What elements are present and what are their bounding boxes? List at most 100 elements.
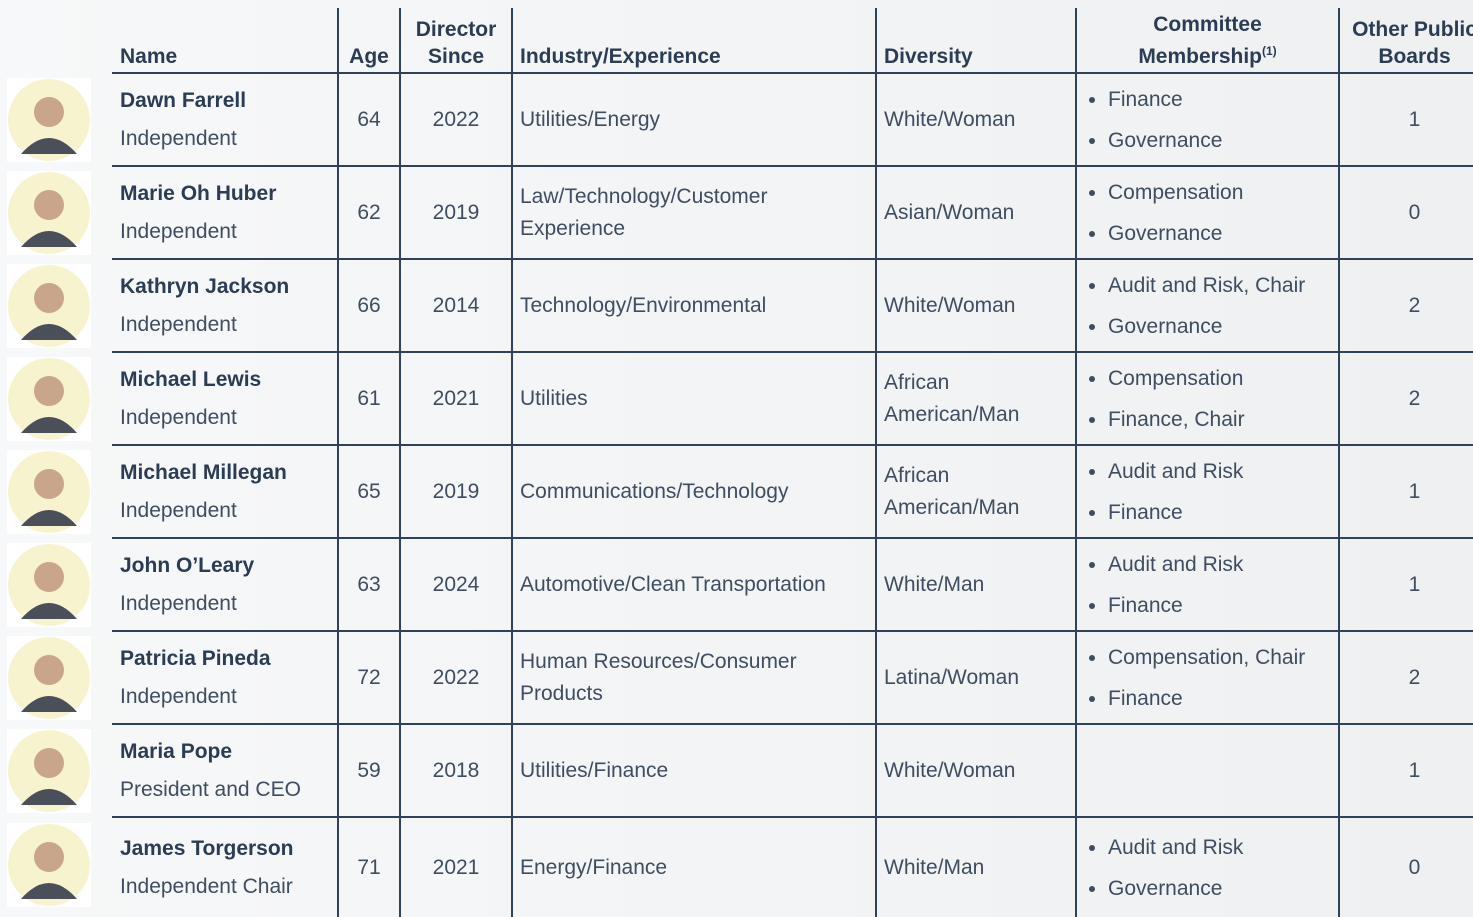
table-cell: Marie Oh Huber Independent xyxy=(112,167,338,258)
committee: Governance xyxy=(1108,306,1331,347)
director-since: 2021 xyxy=(432,386,480,410)
other-boards: 0 xyxy=(1408,855,1421,879)
diversity: African American/Man xyxy=(884,463,1020,519)
age: 64 xyxy=(357,107,381,131)
diversity: White/Woman xyxy=(884,758,1016,782)
header-text: Age xyxy=(349,45,389,68)
table-cell: 2019 xyxy=(400,167,512,258)
table-cell: 72 xyxy=(338,632,400,723)
table-cell: FinanceGovernance xyxy=(1076,74,1339,165)
committee: Compensation xyxy=(1108,358,1331,399)
other-boards: 2 xyxy=(1408,665,1421,689)
director-name: Dawn Farrell xyxy=(120,88,247,112)
table-cell: CompensationGovernance xyxy=(1076,167,1339,258)
committee-list: Audit and RiskFinance xyxy=(1084,451,1331,533)
table-cell: 65 xyxy=(338,446,400,537)
column-rule xyxy=(1075,8,1077,917)
other-boards: 2 xyxy=(1408,293,1421,317)
committee-list: CompensationGovernance xyxy=(1084,172,1331,254)
table-cell: 2019 xyxy=(400,446,512,537)
committee: Audit and Risk xyxy=(1108,827,1331,868)
committee: Finance, Chair xyxy=(1108,399,1331,440)
committee: Finance xyxy=(1108,492,1331,533)
committee: Compensation xyxy=(1108,172,1331,213)
director-role: Independent xyxy=(120,684,237,708)
table-cell: Human Resources/Consumer Products xyxy=(512,632,876,723)
portrait xyxy=(7,77,91,162)
director-name: Marie Oh Huber xyxy=(120,181,277,205)
table-cell: Compensation, ChairFinance xyxy=(1076,632,1339,723)
row-rule xyxy=(112,630,1473,632)
table-cell: 61 xyxy=(338,353,400,444)
table-cell: 2021 xyxy=(400,353,512,444)
table-cell: African American/Man xyxy=(876,446,1076,537)
table-cell: 1 xyxy=(1339,74,1473,165)
table-cell: Utilities xyxy=(512,353,876,444)
director-role: Independent xyxy=(120,498,237,522)
director-name: John O’Leary xyxy=(120,553,255,577)
table-cell: Dawn Farrell Independent xyxy=(112,74,338,165)
column-header: Industry/Experience xyxy=(512,8,876,70)
director-name: James Torgerson xyxy=(120,836,294,860)
column-header: Name xyxy=(112,8,338,70)
committee: Governance xyxy=(1108,120,1331,161)
table-cell: White/Woman xyxy=(876,74,1076,165)
row-rule xyxy=(112,816,1473,818)
table-cell: James Torgerson Independent Chair xyxy=(112,818,338,917)
diversity: African American/Man xyxy=(884,370,1020,426)
table-cell: Law/Technology/Customer Experience xyxy=(512,167,876,258)
director-since: 2022 xyxy=(432,665,480,689)
committee-list: Audit and RiskFinance xyxy=(1084,544,1331,626)
diversity: White/Woman xyxy=(884,293,1016,317)
table-cell: 2018 xyxy=(400,725,512,816)
column-rule xyxy=(399,8,401,917)
committee: Audit and Risk, Chair xyxy=(1108,265,1331,306)
industry: Utilities/Energy xyxy=(520,107,661,131)
age: 72 xyxy=(357,665,381,689)
header-text: Director Since xyxy=(415,18,497,68)
industry: Automotive/Clean Transportation xyxy=(520,572,826,596)
diversity: Latina/Woman xyxy=(884,665,1020,689)
director-name: Patricia Pineda xyxy=(120,646,271,670)
header-text: Diversity xyxy=(884,45,973,68)
table-cell: Utilities/Energy xyxy=(512,74,876,165)
table-cell: 59 xyxy=(338,725,400,816)
committee: Audit and Risk xyxy=(1108,451,1331,492)
director-since: 2018 xyxy=(432,758,480,782)
director-since: 2019 xyxy=(432,200,480,224)
table-cell: Asian/Woman xyxy=(876,167,1076,258)
committee: Governance xyxy=(1108,213,1331,254)
table-cell: 2022 xyxy=(400,632,512,723)
industry: Utilities/Finance xyxy=(520,758,669,782)
director-role: Independent xyxy=(120,126,237,150)
director-since: 2014 xyxy=(432,293,480,317)
age: 59 xyxy=(357,758,381,782)
portrait xyxy=(7,356,91,441)
portrait xyxy=(7,822,91,907)
director-since: 2024 xyxy=(432,572,480,596)
table-cell: 71 xyxy=(338,818,400,917)
diversity: Asian/Woman xyxy=(884,200,1015,224)
director-role: Independent xyxy=(120,591,237,615)
table-cell: 62 xyxy=(338,167,400,258)
age: 61 xyxy=(357,386,381,410)
industry: Law/Technology/Customer Experience xyxy=(520,184,768,240)
column-header: Director Since xyxy=(400,8,512,70)
portrait xyxy=(7,170,91,255)
director-role: Independent xyxy=(120,405,237,429)
industry: Technology/Environmental xyxy=(520,293,767,317)
director-since: 2019 xyxy=(432,479,480,503)
committee-list: FinanceGovernance xyxy=(1084,79,1331,161)
other-boards: 2 xyxy=(1408,386,1421,410)
table-cell: 2 xyxy=(1339,632,1473,723)
industry: Utilities xyxy=(520,386,588,410)
director-role: Independent xyxy=(120,312,237,336)
age: 71 xyxy=(357,855,381,879)
industry: Human Resources/Consumer Products xyxy=(520,649,797,705)
row-rule xyxy=(112,444,1473,446)
director-name: Maria Pope xyxy=(120,739,233,763)
column-header: Other Public Boards xyxy=(1339,8,1473,70)
table-cell: Communications/Technology xyxy=(512,446,876,537)
age: 66 xyxy=(357,293,381,317)
director-name: Kathryn Jackson xyxy=(120,274,290,298)
